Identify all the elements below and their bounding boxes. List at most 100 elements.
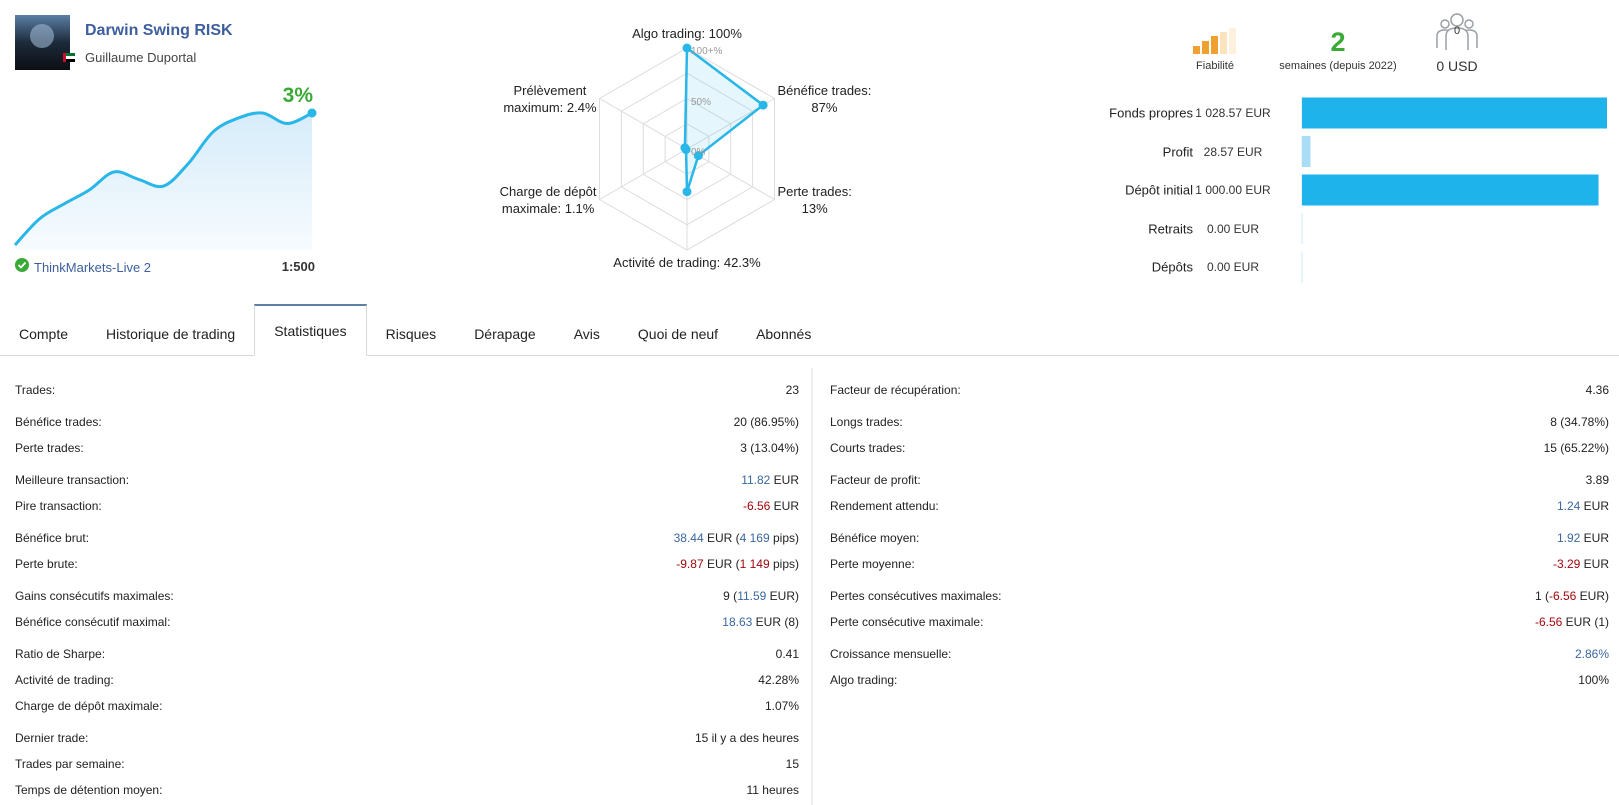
- stat-value: 9 (11.59 EUR): [723, 583, 799, 609]
- tab[interactable]: Historique de trading: [106, 326, 236, 342]
- stat-value: 23: [786, 377, 799, 403]
- stat-value-highlight: -6.56: [1548, 589, 1577, 603]
- stat-value-text: 15 il y a des heures: [694, 731, 799, 745]
- balance-value: 0.00 EUR: [1206, 260, 1260, 274]
- stat-value-highlight: 18.63: [722, 615, 753, 629]
- radar-point: [680, 143, 690, 153]
- stat-value-text: 1 (: [1534, 589, 1549, 603]
- stat-value: 8 (34.78%): [1550, 409, 1609, 435]
- stat-row: Bénéfice trades: 20 (86.95%): [15, 409, 799, 435]
- stat-value-highlight: 1.24: [1556, 499, 1581, 513]
- tab[interactable]: Quoi de neuf: [637, 326, 719, 342]
- stat-label: Perte trades:: [15, 441, 84, 455]
- stats-group: Facteur de récupération: 4.36: [830, 377, 1609, 403]
- reliability-label: Fiabilité: [1196, 60, 1234, 72]
- stat-value-text: 23: [785, 383, 799, 397]
- stat-value: 0.41: [776, 641, 799, 667]
- stat-value-text: 42.28%: [758, 673, 799, 687]
- stat-value: 20 (86.95%): [734, 409, 799, 435]
- stats-column: Trades: 23 Bénéfice trades: 20 (86.95%) Pert…: [15, 377, 799, 805]
- stat-row: Charge de dépôt maximale: 1.07%: [15, 693, 799, 719]
- radar-point: [693, 151, 703, 161]
- stat-value-text: EUR: [1580, 531, 1609, 545]
- reliability-bar: [1193, 46, 1200, 54]
- radar-tick-label: 100+%: [691, 46, 723, 57]
- radar-tick-label: 0%: [691, 147, 706, 158]
- stat-value-highlight: -3.29: [1552, 557, 1581, 571]
- stat-label: Longs trades:: [830, 415, 903, 429]
- radar-axis-label-line: maximum: 2.4%: [503, 99, 597, 115]
- stat-value: 15 il y a des heures: [695, 725, 799, 751]
- stat-value: 3 (13.04%): [740, 435, 799, 461]
- stat-value: 11.82 EUR: [741, 467, 799, 493]
- stat-value: 11 heures: [747, 777, 799, 803]
- stats-group: Facteur de profit: 3.89 Rendement attendu:…: [830, 467, 1609, 519]
- stat-label: Perte consécutive maximale:: [830, 615, 984, 629]
- stat-value-highlight: 1.92: [1556, 531, 1581, 545]
- radar-spoke: [599, 98, 688, 150]
- radar-axis-label-line: maximale: 1.1%: [501, 200, 595, 216]
- stat-value-text: 8 (34.78%): [1550, 415, 1609, 429]
- growth-label: 3%: [282, 84, 313, 107]
- stat-value-highlight: 1 149: [739, 557, 770, 571]
- stat-row: Pire transaction: -6.56 EUR: [15, 493, 799, 519]
- stats-group: Meilleure transaction: 11.82 EUR Pire tran…: [15, 467, 799, 519]
- stat-value-highlight: 11.82: [741, 473, 771, 487]
- stat-row: Temps de détention moyen: 11 heures: [15, 777, 799, 803]
- flag-stripe: [63, 53, 66, 62]
- radar-axis-label-line: Perte trades:: [777, 183, 852, 199]
- radar-axis-label: Perte trades: 13%: [777, 183, 851, 217]
- stat-value-text: 15: [785, 757, 799, 771]
- stat-label: Bénéfice moyen:: [830, 531, 920, 545]
- stat-value-text: pips): [769, 531, 799, 545]
- subscription-price: 0 USD: [1436, 58, 1478, 74]
- stat-label: Charge de dépôt maximale:: [15, 699, 163, 713]
- stat-value-text: 9 (: [723, 589, 738, 603]
- stat-row: Croissance mensuelle: 2.86%: [830, 641, 1609, 667]
- stat-value: 38.44 EUR (4 169 pips): [674, 525, 799, 551]
- stat-value-text: EUR): [766, 589, 799, 603]
- radar-axis-label: Algo trading: 100%: [632, 25, 742, 42]
- tab[interactable]: Avis: [573, 326, 600, 342]
- stats-group: Ratio de Sharpe: 0.41 Activité de trading:…: [15, 641, 799, 719]
- stat-value-highlight: -9.87: [676, 557, 704, 571]
- radar-axis-label: Prélèvement maximum: 2.4%: [503, 82, 596, 116]
- stats-column: Facteur de récupération: 4.36 Longs trades…: [830, 377, 1609, 699]
- stat-label: Trades:: [15, 383, 56, 397]
- broker-name[interactable]: ThinkMarkets-Live 2: [34, 260, 152, 275]
- stat-value: 4.36: [1586, 377, 1609, 403]
- stat-row: Facteur de profit: 3.89: [830, 467, 1609, 493]
- stat-label: Algo trading:: [830, 673, 898, 687]
- stat-label: Facteur de profit:: [830, 473, 921, 487]
- tab[interactable]: Statistiques: [254, 304, 367, 356]
- stats-group: Dernier trade: 15 il y a des heures Trades…: [15, 725, 799, 803]
- tab[interactable]: Dérapage: [474, 326, 536, 342]
- stat-value: 1 (-6.56 EUR): [1535, 583, 1609, 609]
- flag: [63, 53, 75, 62]
- stat-value: -6.56 EUR (1): [1535, 609, 1609, 635]
- leverage: 1:500: [281, 259, 315, 274]
- stat-label: Trades par semaine:: [15, 757, 125, 771]
- author-name: Guillaume Duportal: [85, 50, 197, 65]
- stat-value: -6.56 EUR: [743, 493, 799, 519]
- stat-value-highlight: 38.44: [673, 531, 704, 545]
- stats-group: Bénéfice moyen: 1.92 EUR Perte moyenne: -3.…: [830, 525, 1609, 577]
- stat-row: Courts trades: 15 (65.22%): [830, 435, 1609, 461]
- stat-value: 42.28%: [758, 667, 799, 693]
- tab[interactable]: Abonnés: [756, 326, 812, 342]
- stat-value-text: pips): [769, 557, 799, 571]
- tab[interactable]: Compte: [19, 326, 69, 342]
- tab[interactable]: Risques: [385, 326, 437, 342]
- radar-axis-label-line: Algo trading: 100%: [632, 26, 742, 41]
- weeks-count: 2: [1330, 27, 1346, 57]
- stat-value-text: EUR: [1580, 499, 1609, 513]
- tab-bar: Compte Historique de trading Statistiques R…: [0, 304, 1619, 356]
- stat-row: Meilleure transaction: 11.82 EUR: [15, 467, 799, 493]
- stat-value: -9.87 EUR (1 149 pips): [676, 551, 799, 577]
- stats-group: Pertes consécutives maximales: 1 (-6.56 E…: [830, 583, 1609, 635]
- stat-value-text: EUR (8): [752, 615, 799, 629]
- stat-value-text: 3 (13.04%): [740, 441, 799, 455]
- stat-value-text: 0.41: [775, 647, 799, 661]
- trader-name[interactable]: Darwin Swing RISK: [85, 22, 233, 39]
